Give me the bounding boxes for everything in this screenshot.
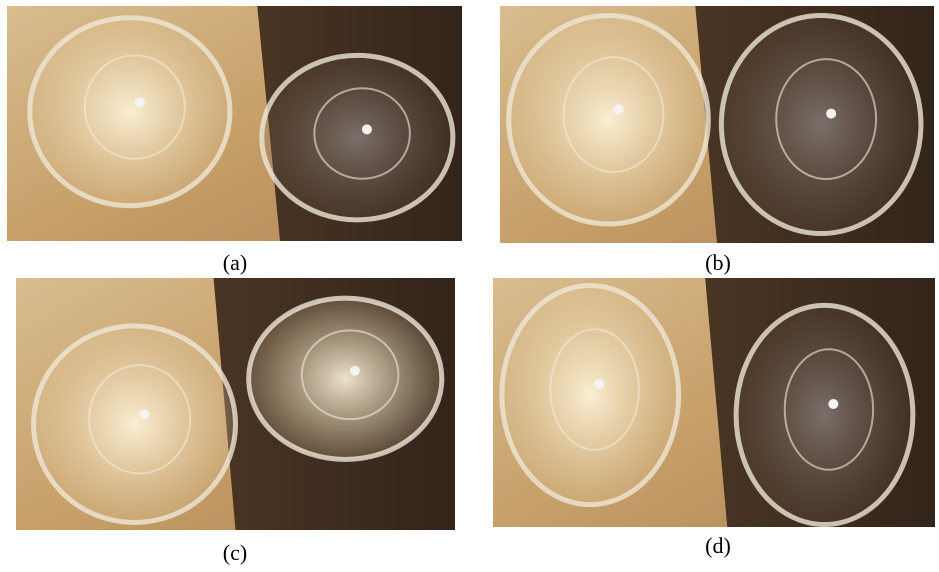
page: (a)(b)(c)(d) (() => { const data = JSON.…: [0, 0, 939, 572]
photo: [7, 6, 462, 241]
photo-panel: (c): [16, 278, 455, 565]
photo: [16, 278, 455, 530]
sample-dot: [140, 409, 150, 419]
bowl: [502, 285, 679, 504]
figure: (a) (b) (c) (d): [0, 0, 939, 572]
bowl: [509, 15, 709, 224]
sample-dot: [594, 379, 604, 389]
sample-dot: [828, 399, 838, 409]
panel-label: (c): [223, 540, 247, 565]
panels: (a) (b) (c) (d): [7, 6, 935, 565]
photo-panel: (b): [500, 6, 934, 275]
sample-dot: [135, 97, 145, 107]
bowl: [262, 55, 453, 220]
panel-label: (d): [705, 533, 731, 558]
bowl: [736, 305, 913, 524]
sample-dot: [826, 109, 836, 119]
photo-panel: (d): [493, 278, 935, 558]
photo-panel: (a): [7, 6, 462, 275]
photo: [493, 278, 935, 527]
panel-label: (b): [705, 250, 731, 275]
panel-label: (a): [223, 250, 247, 275]
sample-dot: [362, 124, 372, 134]
photo: [500, 6, 934, 243]
bowl: [721, 15, 921, 233]
sample-dot: [350, 366, 360, 376]
bowl: [34, 326, 236, 523]
bowl: [249, 298, 442, 459]
sample-dot: [613, 104, 623, 114]
bowl: [30, 18, 230, 206]
